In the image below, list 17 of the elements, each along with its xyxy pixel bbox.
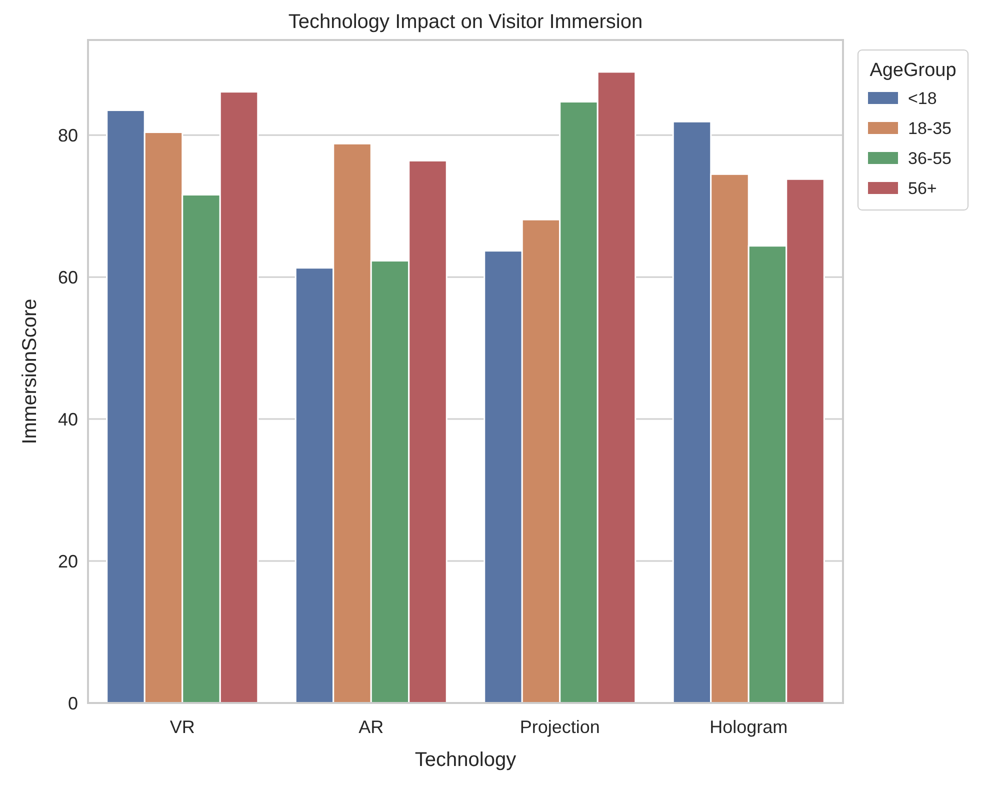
x-tick-label: VR [170, 717, 195, 737]
y-tick-label: 20 [58, 551, 78, 572]
y-tick-label: 60 [58, 267, 78, 288]
legend-label: 56+ [908, 178, 937, 198]
legend-label: <18 [908, 88, 937, 108]
x-tick-label: Hologram [710, 717, 788, 737]
chart-title: Technology Impact on Visitor Immersion [288, 11, 643, 33]
legend-title: AgeGroup [870, 60, 956, 81]
legend-label: 18-35 [908, 118, 952, 138]
x-tick-label: Projection [520, 717, 600, 737]
legend-label: 36-55 [908, 148, 952, 168]
y-tick-label: 0 [68, 693, 78, 714]
y-tick-label: 80 [58, 125, 78, 146]
y-tick-label: 40 [58, 409, 78, 430]
x-axis-title: Technology [414, 749, 516, 771]
x-tick-label: AR [358, 717, 384, 737]
y-axis-title: ImmersionScore [19, 298, 41, 444]
